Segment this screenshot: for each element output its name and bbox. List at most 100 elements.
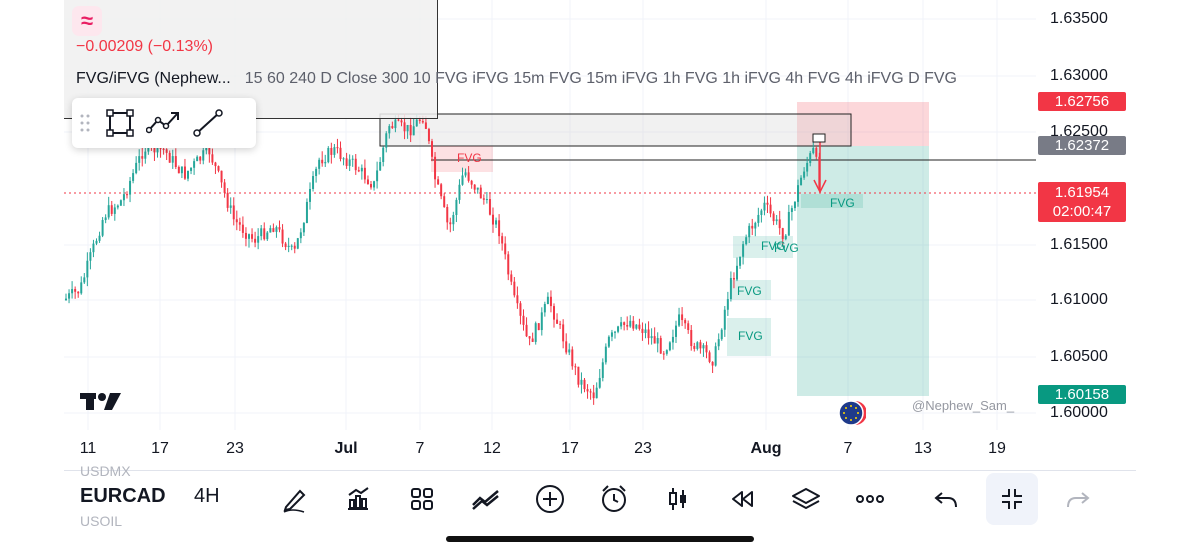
candle-body: [366, 179, 369, 185]
candle-body: [620, 322, 623, 327]
price-axis[interactable]: 1.63500 1.63000 1.62500 1.61500 1.61000 1.605…: [1036, 0, 1136, 430]
timeframe-selector[interactable]: 4H: [194, 485, 220, 507]
candle-body: [104, 217, 107, 221]
symbol-ticker[interactable]: EURCAD: [80, 485, 166, 507]
candle-body: [610, 332, 613, 337]
candle-body: [86, 260, 89, 278]
alert-icon[interactable]: [590, 475, 638, 523]
candle-body: [324, 162, 327, 164]
candle-body: [354, 158, 357, 171]
path-tool-icon[interactable]: [142, 101, 186, 145]
candle-body: [583, 379, 586, 390]
candle-body: [397, 119, 400, 121]
indicators-icon[interactable]: [334, 475, 382, 523]
candle-body: [275, 227, 278, 232]
candle-body: [327, 148, 330, 163]
time-axis[interactable]: 11 17 23 Jul 7 12 17 23 Aug 7 13 19: [64, 432, 1036, 468]
candle-body: [223, 182, 226, 193]
candle-body: [251, 234, 254, 239]
candle-body: [263, 228, 266, 240]
drag-handle-icon[interactable]: [72, 101, 98, 145]
home-indicator[interactable]: [446, 536, 754, 542]
rectangle-tool-icon[interactable]: [98, 101, 142, 145]
chart-canvas[interactable]: FVG FVG FVG FVG FVG FVG: [64, 0, 1036, 430]
candle-body: [501, 236, 504, 244]
symbol-logo-icon[interactable]: ≈: [72, 6, 102, 36]
candle-body: [110, 205, 113, 214]
candle-body: [409, 124, 412, 136]
candles: [65, 113, 821, 405]
replay-icon[interactable]: [718, 475, 766, 523]
candle-body: [269, 228, 272, 233]
candle-body: [632, 320, 635, 329]
collapse-icon[interactable]: [986, 473, 1038, 525]
candle-body: [589, 391, 592, 393]
price-axis-label: 1.60000: [1050, 404, 1108, 421]
time-axis-label: 17: [561, 440, 579, 457]
indicator-legend[interactable]: FVG/iFVG (Nephew... 15 60 240 D Close 300…: [76, 70, 1034, 88]
candle-body: [122, 194, 125, 201]
time-axis-label: 19: [988, 440, 1006, 457]
candle-body: [690, 330, 693, 347]
candle-body: [296, 238, 299, 249]
candle-body: [556, 319, 559, 324]
add-icon[interactable]: [526, 475, 574, 523]
candle-body: [510, 274, 513, 282]
candle-body: [135, 162, 138, 174]
candle-body: [784, 235, 787, 240]
trendline-tool-icon[interactable]: [186, 101, 230, 145]
candle-body: [775, 219, 778, 222]
undo-icon[interactable]: [922, 475, 970, 523]
compare-icon[interactable]: [462, 475, 510, 523]
candle-body: [446, 206, 449, 223]
candle-body: [534, 323, 537, 342]
candle-body: [74, 289, 77, 292]
candle-body: [516, 295, 519, 304]
candle-body: [281, 229, 284, 244]
stop-price-tag: 1.62756: [1038, 92, 1126, 111]
candle-body: [488, 199, 491, 215]
take-profit-zone: [797, 146, 929, 396]
tradingview-logo-icon: [80, 393, 121, 410]
candle-body: [455, 199, 458, 216]
candle-body: [623, 322, 626, 325]
candle-body: [199, 156, 202, 161]
candle-body: [370, 184, 372, 188]
pen-icon[interactable]: [270, 475, 318, 523]
candle-body: [299, 232, 302, 239]
candle-body: [629, 320, 632, 327]
candle-body: [492, 214, 494, 225]
time-axis-label: Aug: [750, 440, 782, 457]
time-axis-label: 23: [226, 440, 244, 457]
candle-body: [763, 202, 766, 211]
candle-icon[interactable]: [654, 475, 702, 523]
candle-body: [742, 244, 745, 257]
candle-body: [443, 196, 446, 207]
time-axis-label: 7: [843, 440, 853, 457]
candle-body: [485, 199, 488, 201]
ghost-symbol: USOIL: [80, 513, 123, 529]
candle-body: [400, 120, 403, 123]
templates-icon[interactable]: [398, 475, 446, 523]
candle-body: [138, 156, 141, 163]
candle-body: [617, 326, 620, 332]
candle-body: [598, 377, 601, 388]
price-axis-label: 1.61500: [1050, 236, 1108, 253]
candle-body: [232, 205, 235, 220]
candle-body: [418, 119, 421, 122]
candle-body: [193, 161, 196, 168]
candle-body: [781, 228, 784, 240]
layers-icon[interactable]: [782, 475, 830, 523]
candle-body: [77, 291, 80, 294]
candle-body: [339, 147, 342, 159]
candle-body: [644, 329, 647, 334]
more-icon[interactable]: [846, 475, 894, 523]
redo-icon[interactable]: [1054, 475, 1102, 523]
fvg-box: [801, 194, 863, 208]
candle-body: [132, 173, 135, 181]
drawing-toolbar: [72, 98, 256, 148]
eu-flag-icon[interactable]: [836, 398, 866, 428]
indicator-name[interactable]: FVG/iFVG (Nephew...: [76, 70, 231, 87]
candle-body: [266, 232, 269, 240]
